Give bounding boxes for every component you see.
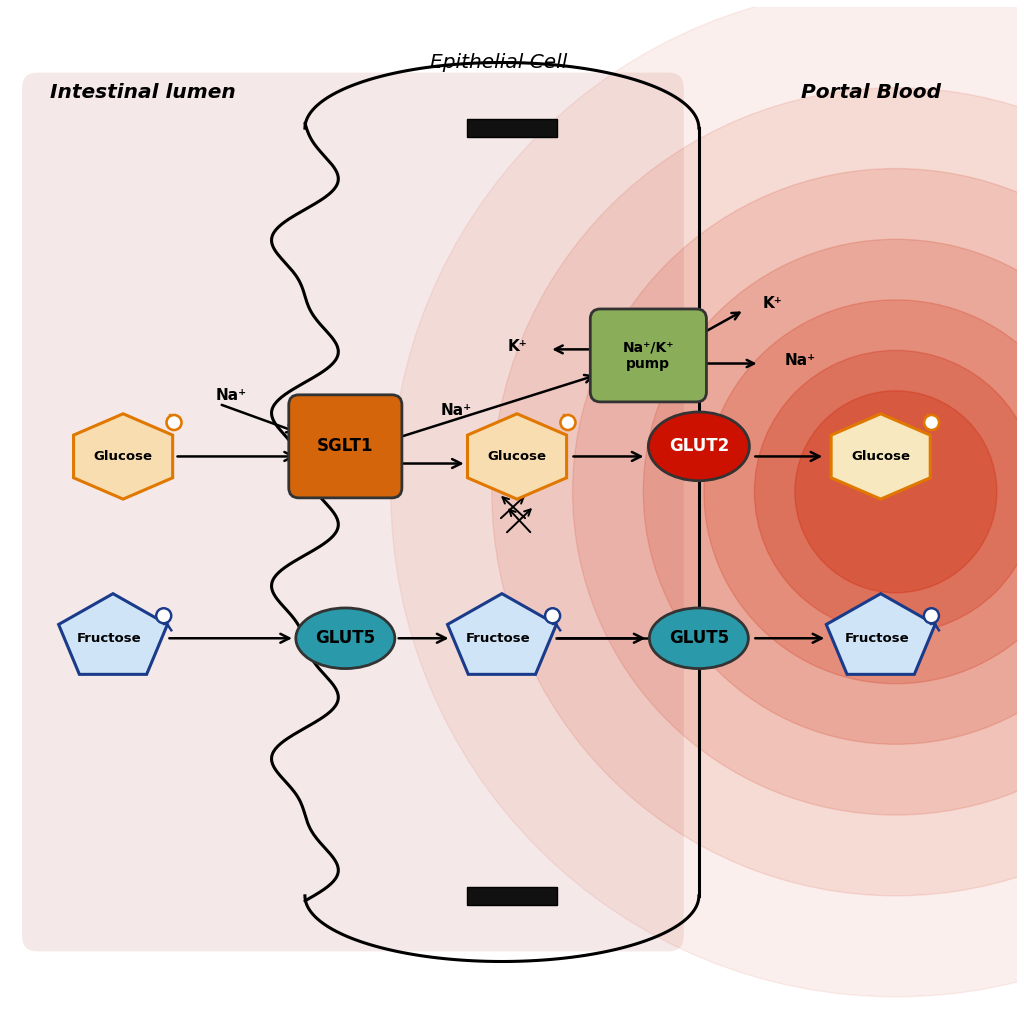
- Text: Na⁺: Na⁺: [216, 388, 247, 403]
- Text: Epithelial Cell: Epithelial Cell: [430, 53, 567, 72]
- Circle shape: [157, 608, 171, 624]
- Text: Glucose: Glucose: [93, 450, 153, 463]
- Polygon shape: [826, 594, 935, 675]
- Circle shape: [643, 240, 1024, 744]
- Text: GLUT5: GLUT5: [315, 630, 376, 647]
- Circle shape: [545, 608, 560, 624]
- Text: Glucose: Glucose: [851, 450, 910, 463]
- Text: K⁺: K⁺: [763, 296, 782, 311]
- Circle shape: [703, 300, 1024, 684]
- FancyBboxPatch shape: [467, 119, 557, 137]
- FancyBboxPatch shape: [590, 309, 707, 401]
- Text: Fructose: Fructose: [77, 632, 141, 645]
- Text: K⁺: K⁺: [507, 339, 527, 354]
- FancyBboxPatch shape: [289, 395, 401, 498]
- Ellipse shape: [296, 608, 395, 669]
- Circle shape: [572, 169, 1024, 815]
- Ellipse shape: [649, 608, 749, 669]
- Circle shape: [391, 0, 1024, 996]
- Polygon shape: [468, 414, 566, 499]
- Polygon shape: [447, 594, 556, 675]
- Circle shape: [924, 415, 939, 430]
- Circle shape: [167, 415, 181, 430]
- Text: Glucose: Glucose: [487, 450, 547, 463]
- Circle shape: [924, 608, 939, 624]
- Circle shape: [492, 88, 1024, 896]
- Text: Fructose: Fructose: [845, 632, 909, 645]
- Polygon shape: [58, 594, 167, 675]
- Circle shape: [795, 391, 996, 593]
- Text: Intestinal lumen: Intestinal lumen: [50, 83, 237, 102]
- Ellipse shape: [648, 412, 750, 480]
- Text: GLUT2: GLUT2: [669, 437, 729, 456]
- Text: Na⁺: Na⁺: [784, 353, 815, 368]
- Polygon shape: [831, 414, 930, 499]
- Polygon shape: [74, 414, 173, 499]
- Text: Na⁺: Na⁺: [441, 403, 472, 419]
- FancyBboxPatch shape: [23, 73, 684, 951]
- Text: Portal Blood: Portal Blood: [801, 83, 941, 102]
- Text: SGLT1: SGLT1: [317, 437, 374, 456]
- Circle shape: [560, 415, 575, 430]
- Text: GLUT5: GLUT5: [669, 630, 729, 647]
- FancyBboxPatch shape: [467, 887, 557, 905]
- Circle shape: [755, 350, 1024, 633]
- Text: Na⁺/K⁺
pump: Na⁺/K⁺ pump: [623, 340, 674, 371]
- Text: Fructose: Fructose: [466, 632, 530, 645]
